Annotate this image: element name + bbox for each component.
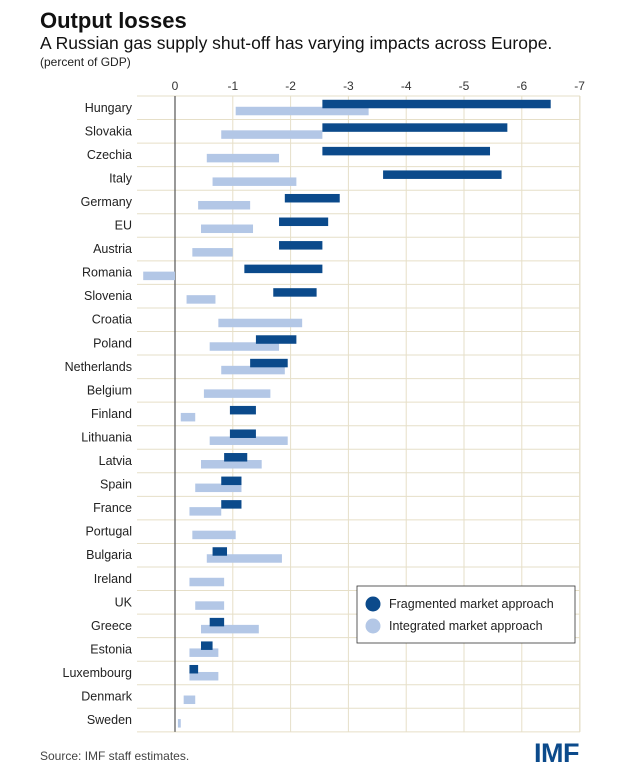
- category-label: Italy: [109, 171, 133, 185]
- x-tick-label: -5: [459, 79, 470, 93]
- x-tick-label: -2: [285, 79, 296, 93]
- bar-fragmented: [189, 664, 199, 674]
- x-tick-label: -4: [401, 79, 412, 93]
- x-tick-label: -7: [574, 79, 585, 93]
- category-label: Austria: [93, 242, 132, 256]
- bar-integrated: [180, 412, 196, 422]
- x-tick-label: -3: [343, 79, 354, 93]
- bar-fragmented: [322, 99, 551, 109]
- category-label: Netherlands: [65, 360, 132, 374]
- category-label: Latvia: [99, 454, 132, 468]
- category-label: Finland: [91, 407, 132, 421]
- bars-layer: [143, 99, 551, 728]
- bar-integrated: [201, 624, 259, 634]
- category-label: Luxembourg: [63, 666, 133, 680]
- bar-integrated: [195, 483, 242, 493]
- category-label: Romania: [82, 266, 132, 280]
- bar-fragmented: [322, 123, 508, 132]
- legend-fragmented-label: Fragmented market approach: [389, 597, 554, 611]
- legend-integrated-label: Integrated market approach: [389, 619, 543, 633]
- category-label: Belgium: [87, 383, 132, 397]
- category-label: Germany: [81, 195, 133, 209]
- bar-fragmented: [229, 429, 256, 438]
- category-label: Bulgaria: [86, 548, 132, 562]
- bar-integrated: [209, 436, 288, 445]
- bar-fragmented: [229, 405, 256, 415]
- x-tick-label: -1: [227, 79, 238, 93]
- bar-fragmented: [250, 358, 288, 368]
- bar-integrated: [195, 601, 225, 610]
- bar-integrated: [143, 271, 175, 281]
- category-label: EU: [115, 219, 132, 233]
- legend-fragmented-marker: [365, 596, 381, 612]
- unit-label: (percent of GDP): [40, 55, 131, 69]
- bar-integrated: [189, 671, 219, 681]
- chart-subtitle: A Russian gas supply shut-off has varyin…: [40, 33, 553, 53]
- bar-integrated: [209, 342, 280, 351]
- labels-layer: 0 -1 -2 -3 -4 -5 -6 -7 Hungary Slovakia Czechia Ita…: [63, 79, 586, 727]
- bar-integrated: [206, 153, 280, 163]
- bar-fragmented: [221, 500, 242, 509]
- category-label: Sweden: [87, 713, 132, 727]
- category-label: Czechia: [87, 148, 132, 162]
- bar-integrated: [189, 648, 219, 657]
- legend: Fragmented market approach Integrated ma…: [356, 585, 576, 644]
- category-label: Slovakia: [85, 124, 132, 138]
- bar-fragmented: [212, 547, 228, 556]
- bar-fragmented: [273, 288, 317, 297]
- bar-integrated: [192, 248, 233, 257]
- bar-fragmented: [201, 641, 213, 650]
- bar-integrated: [201, 460, 262, 469]
- legend-integrated-marker: [365, 618, 381, 634]
- bar-integrated: [218, 318, 303, 328]
- category-label: Greece: [91, 619, 132, 633]
- bar-fragmented: [322, 146, 491, 156]
- bar-integrated: [192, 530, 236, 540]
- chart-title: Output losses: [40, 8, 187, 33]
- bar-fragmented: [224, 453, 248, 462]
- category-label: Spain: [100, 478, 132, 492]
- bar-integrated: [177, 719, 181, 728]
- bar-integrated: [186, 295, 216, 304]
- bar-fragmented: [209, 617, 225, 627]
- bar-integrated: [212, 177, 297, 186]
- category-label: Slovenia: [84, 289, 132, 303]
- category-label: Croatia: [92, 313, 132, 327]
- x-tick-label: 0: [172, 79, 179, 93]
- category-label: Denmark: [81, 690, 132, 704]
- bar-integrated: [198, 200, 251, 210]
- imf-logo: IMF: [534, 738, 580, 768]
- bar-fragmented: [383, 170, 502, 179]
- category-label: France: [93, 501, 132, 515]
- bar-integrated: [203, 389, 271, 398]
- bar-integrated: [235, 106, 369, 116]
- category-label: Poland: [93, 336, 132, 350]
- legend-box: [356, 585, 576, 644]
- x-tick-label: -6: [516, 79, 527, 93]
- bar-integrated: [189, 577, 225, 587]
- bar-integrated: [183, 695, 196, 705]
- bar-fragmented: [279, 217, 329, 227]
- bar-fragmented: [284, 193, 340, 203]
- category-label: Portugal: [85, 525, 132, 539]
- category-label: UK: [115, 595, 133, 609]
- bar-fragmented: [244, 264, 323, 274]
- bar-integrated: [201, 224, 254, 234]
- bar-integrated: [189, 507, 222, 516]
- category-label: Ireland: [94, 572, 132, 586]
- category-label: Hungary: [85, 101, 133, 115]
- bar-integrated: [221, 365, 285, 375]
- category-label: Lithuania: [81, 430, 132, 444]
- bar-fragmented: [221, 476, 242, 486]
- source-note: Source: IMF staff estimates.: [40, 749, 190, 763]
- bar-fragmented: [255, 335, 297, 344]
- bar-fragmented: [279, 241, 323, 250]
- category-label: Estonia: [90, 642, 132, 656]
- bar-integrated: [206, 554, 282, 563]
- bar-integrated: [221, 130, 323, 139]
